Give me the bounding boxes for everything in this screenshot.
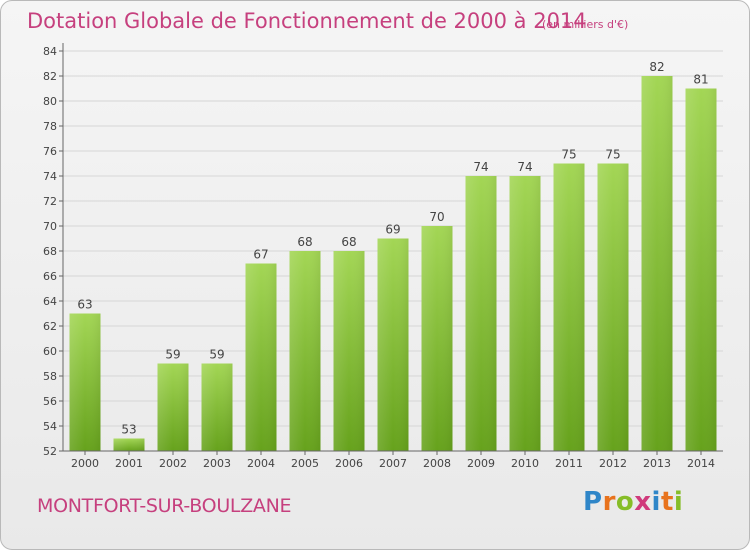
data-label: 68 xyxy=(297,235,312,249)
bar-shine xyxy=(509,176,541,451)
data-label: 68 xyxy=(341,235,356,249)
y-tick-label: 58 xyxy=(43,370,57,383)
bar-shine xyxy=(685,88,717,451)
logo-letter: o xyxy=(615,487,635,517)
bar-shine xyxy=(597,163,629,451)
x-tick-label: 2003 xyxy=(203,457,231,470)
y-tick-label: 60 xyxy=(43,345,57,358)
proxiti-logo[interactable]: Proxiti xyxy=(583,487,683,517)
data-label: 82 xyxy=(649,60,664,74)
y-tick-label: 74 xyxy=(43,170,57,183)
x-tick-label: 2000 xyxy=(71,457,99,470)
x-tick-label: 2001 xyxy=(115,457,143,470)
chart-title: Dotation Globale de Fonctionnement de 20… xyxy=(27,9,587,33)
logo-letter: t xyxy=(660,487,674,517)
y-tick-label: 66 xyxy=(43,270,57,283)
data-label: 70 xyxy=(429,210,444,224)
data-label: 67 xyxy=(253,248,268,262)
logo-letter: i xyxy=(651,487,661,517)
x-tick-label: 2002 xyxy=(159,457,187,470)
data-label: 75 xyxy=(605,148,620,162)
bar-shine xyxy=(289,251,321,451)
chart-subtitle: (en milliers d'€) xyxy=(542,18,629,31)
bar-shine xyxy=(113,438,145,451)
logo-letter: r xyxy=(602,487,616,517)
bar-shine xyxy=(201,363,233,451)
bar-shine xyxy=(553,163,585,451)
data-label: 81 xyxy=(693,73,708,87)
x-tick-label: 2006 xyxy=(335,457,363,470)
bar-shine xyxy=(333,251,365,451)
bar-shine xyxy=(69,313,101,451)
logo-letter: x xyxy=(634,487,652,517)
x-tick-label: 2004 xyxy=(247,457,275,470)
y-tick-label: 72 xyxy=(43,195,57,208)
axes: 52 54 56 58 60 62 64 66 68 70 72 74 76 78 80 82 84 2000 20… xyxy=(43,43,723,470)
y-tick-label: 78 xyxy=(43,120,57,133)
data-label: 69 xyxy=(385,223,400,237)
bar-shine xyxy=(245,263,277,451)
logo-letter: P xyxy=(583,487,603,517)
data-label: 59 xyxy=(165,348,180,362)
data-label: 74 xyxy=(473,160,488,174)
bar-shine xyxy=(421,226,453,451)
y-tick-label: 68 xyxy=(43,245,57,258)
y-tick-label: 84 xyxy=(43,45,57,58)
x-tick-label: 2013 xyxy=(643,457,671,470)
data-label: 59 xyxy=(209,348,224,362)
data-label: 75 xyxy=(561,148,576,162)
y-tick-label: 82 xyxy=(43,70,57,83)
x-tick-label: 2008 xyxy=(423,457,451,470)
x-tick-label: 2012 xyxy=(599,457,627,470)
y-tick-label: 54 xyxy=(43,420,57,433)
x-tick-label: 2011 xyxy=(555,457,583,470)
y-tick-label: 70 xyxy=(43,220,57,233)
y-tick-label: 52 xyxy=(43,445,57,458)
bar-shine xyxy=(157,363,189,451)
y-tick-label: 80 xyxy=(43,95,57,108)
y-tick-label: 76 xyxy=(43,145,57,158)
town-name: MONTFORT-SUR-BOULZANE xyxy=(37,495,292,517)
bar-shine xyxy=(377,238,409,451)
x-tick-label: 2007 xyxy=(379,457,407,470)
y-tick-label: 62 xyxy=(43,320,57,333)
y-tick-label: 56 xyxy=(43,395,57,408)
bars: 63 53 59 59 67 68 68 69 70 74 74 75 75 82 81 xyxy=(69,60,717,451)
bar-shine xyxy=(641,76,673,451)
bar-shine xyxy=(465,176,497,451)
x-tick-label: 2010 xyxy=(511,457,539,470)
data-label: 63 xyxy=(77,298,92,312)
x-tick-label: 2014 xyxy=(687,457,715,470)
logo-letter: i xyxy=(673,487,684,517)
x-tick-label: 2005 xyxy=(291,457,319,470)
x-tick-label: 2009 xyxy=(467,457,495,470)
data-label: 53 xyxy=(121,423,136,437)
y-tick-label: 64 xyxy=(43,295,57,308)
data-label: 74 xyxy=(517,160,532,174)
